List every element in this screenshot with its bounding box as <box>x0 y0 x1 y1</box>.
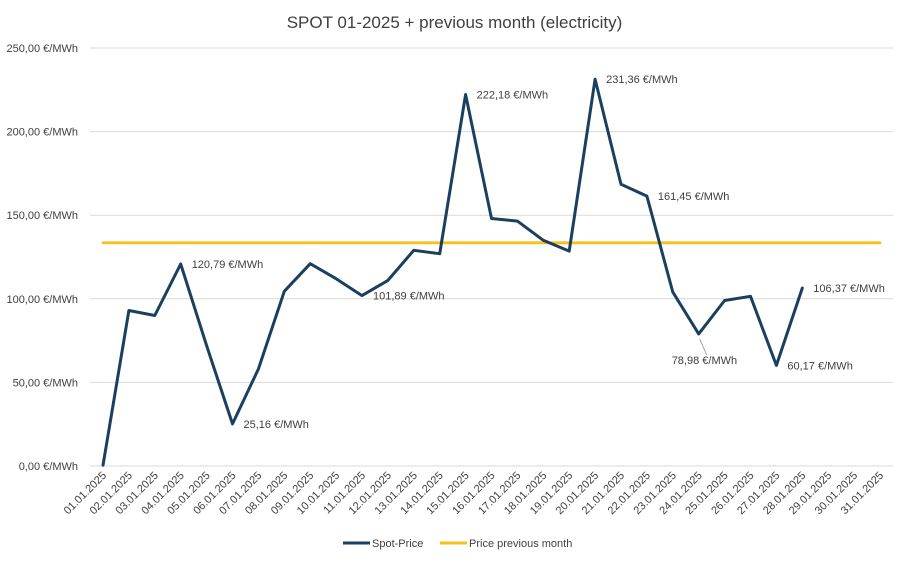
legend-label: Price previous month <box>469 538 572 550</box>
data-label: 222,18 €/MWh <box>477 90 549 102</box>
data-labels: 120,79 €/MWh 25,16 €/MWh 101,89 €/MWh 222,1… <box>192 74 885 431</box>
data-label-leader <box>699 338 708 356</box>
legend-item-spot-price: Spot-Price <box>343 538 423 550</box>
series-line-spot-price <box>101 77 804 467</box>
series-lines <box>101 77 882 467</box>
data-label: 231,36 €/MWh <box>606 74 678 86</box>
data-label: 161,45 €/MWh <box>658 191 730 203</box>
legend-item-previous-month: Price previous month <box>440 538 572 550</box>
y-tick-label: 150,00 €/MWh <box>6 210 78 222</box>
data-label: 60,17 €/MWh <box>787 360 852 372</box>
y-tick-label: 0,00 €/MWh <box>19 461 78 473</box>
gridlines <box>90 47 893 467</box>
y-tick-label: 50,00 €/MWh <box>13 377 78 389</box>
y-tick-label: 100,00 €/MWh <box>6 294 78 306</box>
data-label: 106,37 €/MWh <box>813 283 885 295</box>
y-tick-label: 250,00 €/MWh <box>6 43 78 55</box>
chart-title: SPOT 01-2025 + previous month (electrici… <box>287 13 623 32</box>
legend-label: Spot-Price <box>372 538 423 550</box>
y-axis: 0,00 €/MWh 50,00 €/MWh 100,00 €/MWh 150,00 … <box>6 43 78 473</box>
legend: Spot-Price Price previous month <box>343 538 572 550</box>
y-tick-label: 200,00 €/MWh <box>6 127 78 139</box>
data-label: 78,98 €/MWh <box>672 355 737 367</box>
x-axis: 01.01.202502.01.202503.01.202504.01.2025… <box>62 470 886 517</box>
data-label: 101,89 €/MWh <box>373 291 445 303</box>
data-label: 120,79 €/MWh <box>192 259 264 271</box>
data-label: 25,16 €/MWh <box>244 419 309 431</box>
